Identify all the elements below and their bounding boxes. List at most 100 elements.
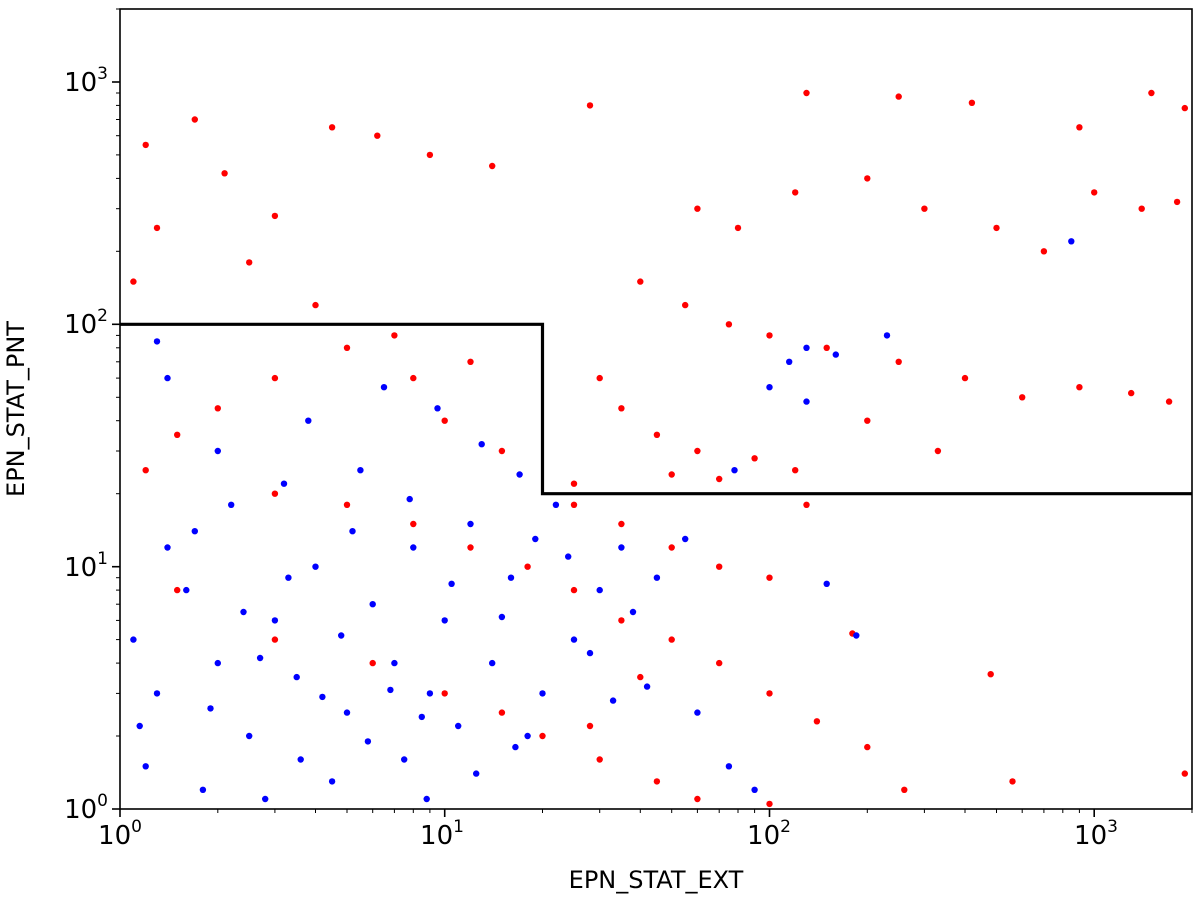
point-s0-88 xyxy=(766,800,773,808)
point-s0-5 xyxy=(374,132,381,139)
point-s0-32 xyxy=(1019,394,1026,401)
point-s1-27 xyxy=(618,544,625,551)
point-s0-74 xyxy=(668,636,675,643)
point-s0-23 xyxy=(1138,205,1145,212)
point-s1-8 xyxy=(343,709,351,716)
point-s1-79 xyxy=(803,398,810,405)
point-s1-12 xyxy=(426,690,434,697)
point-s0-46 xyxy=(716,475,723,483)
x-tick-label-0: 100 xyxy=(98,817,142,851)
point-s0-72 xyxy=(570,586,578,594)
point-s1-39 xyxy=(516,471,523,478)
point-s1-6 xyxy=(293,673,300,681)
point-s0-69 xyxy=(410,520,417,528)
point-s1-26 xyxy=(596,586,603,594)
point-s1-64 xyxy=(498,613,506,621)
point-s1-30 xyxy=(280,480,288,487)
point-s0-8 xyxy=(586,102,594,109)
point-s1-17 xyxy=(524,732,531,740)
point-s1-38 xyxy=(478,441,485,448)
point-s1-78 xyxy=(1068,238,1075,245)
point-s1-33 xyxy=(164,374,171,382)
point-s0-70 xyxy=(467,544,474,551)
point-s0-17 xyxy=(792,189,799,196)
point-s1-35 xyxy=(305,417,312,424)
point-s0-52 xyxy=(803,501,810,508)
point-s1-13 xyxy=(441,617,448,624)
point-s0-0 xyxy=(142,141,149,149)
point-s1-36 xyxy=(380,384,388,391)
point-s0-11 xyxy=(968,99,976,107)
point-s0-50 xyxy=(716,563,723,570)
point-s0-21 xyxy=(1040,248,1048,255)
point-s0-42 xyxy=(864,417,871,424)
point-s0-13 xyxy=(1148,89,1155,97)
point-s0-51 xyxy=(766,574,773,581)
point-s1-53 xyxy=(629,608,637,616)
y-tick-label-3: 103 xyxy=(64,64,108,98)
point-s1-25 xyxy=(570,636,578,643)
ticks-layer xyxy=(112,8,1193,817)
point-s0-4 xyxy=(328,124,336,131)
x-tick-label-1: 101 xyxy=(420,817,464,851)
point-s1-7 xyxy=(312,563,319,570)
point-s1-40 xyxy=(552,501,560,508)
point-s1-65 xyxy=(532,535,539,543)
point-s1-28 xyxy=(164,544,171,551)
selection-boundary xyxy=(120,322,1192,496)
point-s1-77 xyxy=(512,743,519,751)
point-s0-45 xyxy=(668,471,675,478)
point-s1-74 xyxy=(364,738,372,745)
point-s0-24 xyxy=(1173,198,1181,206)
point-s0-94 xyxy=(586,722,594,730)
point-s0-30 xyxy=(895,358,902,365)
point-s0-34 xyxy=(1128,389,1135,397)
point-s1-20 xyxy=(262,795,269,803)
point-s1-54 xyxy=(240,608,247,616)
point-s1-71 xyxy=(191,528,198,535)
point-s1-16 xyxy=(507,574,515,581)
point-s0-38 xyxy=(653,431,661,438)
point-s1-68 xyxy=(609,697,617,704)
x-axis-label: EPN_STAT_EXT xyxy=(569,866,744,894)
y-tick-labels: 100 101 102 103 xyxy=(64,64,108,825)
point-s0-15 xyxy=(694,205,701,212)
point-s0-19 xyxy=(921,205,928,212)
point-s0-37 xyxy=(618,405,625,412)
point-s1-31 xyxy=(357,467,364,474)
point-s1-49 xyxy=(853,632,860,639)
point-s1-0 xyxy=(130,636,137,643)
point-s0-53 xyxy=(498,447,506,455)
point-s0-92 xyxy=(1181,770,1189,777)
point-s1-22 xyxy=(401,756,408,763)
y-tick-label-2: 102 xyxy=(64,306,108,340)
point-s0-63 xyxy=(246,259,253,266)
point-s0-91 xyxy=(1009,778,1016,785)
point-s0-83 xyxy=(498,709,506,716)
point-s1-80 xyxy=(786,358,793,365)
point-s0-54 xyxy=(441,417,448,424)
point-s0-47 xyxy=(570,501,578,508)
point-s0-77 xyxy=(813,718,821,725)
point-s1-43 xyxy=(751,786,758,793)
point-s1-61 xyxy=(349,528,356,535)
point-s1-21 xyxy=(328,778,336,785)
point-s1-11 xyxy=(410,544,417,551)
point-s1-75 xyxy=(423,795,430,803)
point-s1-57 xyxy=(387,686,394,694)
plot-frame xyxy=(119,8,1193,810)
plot-area xyxy=(120,9,1192,809)
point-s1-70 xyxy=(136,722,143,730)
point-s1-14 xyxy=(467,520,474,528)
point-s1-63 xyxy=(448,580,455,587)
y-tick-label-1: 101 xyxy=(64,549,108,583)
point-s0-78 xyxy=(864,743,871,751)
point-s1-32 xyxy=(153,338,161,345)
point-s1-29 xyxy=(228,501,235,508)
point-s0-26 xyxy=(682,301,689,309)
point-s0-81 xyxy=(369,659,376,667)
point-s0-29 xyxy=(823,344,830,351)
point-s1-48 xyxy=(731,467,738,474)
point-s0-62 xyxy=(153,224,161,232)
